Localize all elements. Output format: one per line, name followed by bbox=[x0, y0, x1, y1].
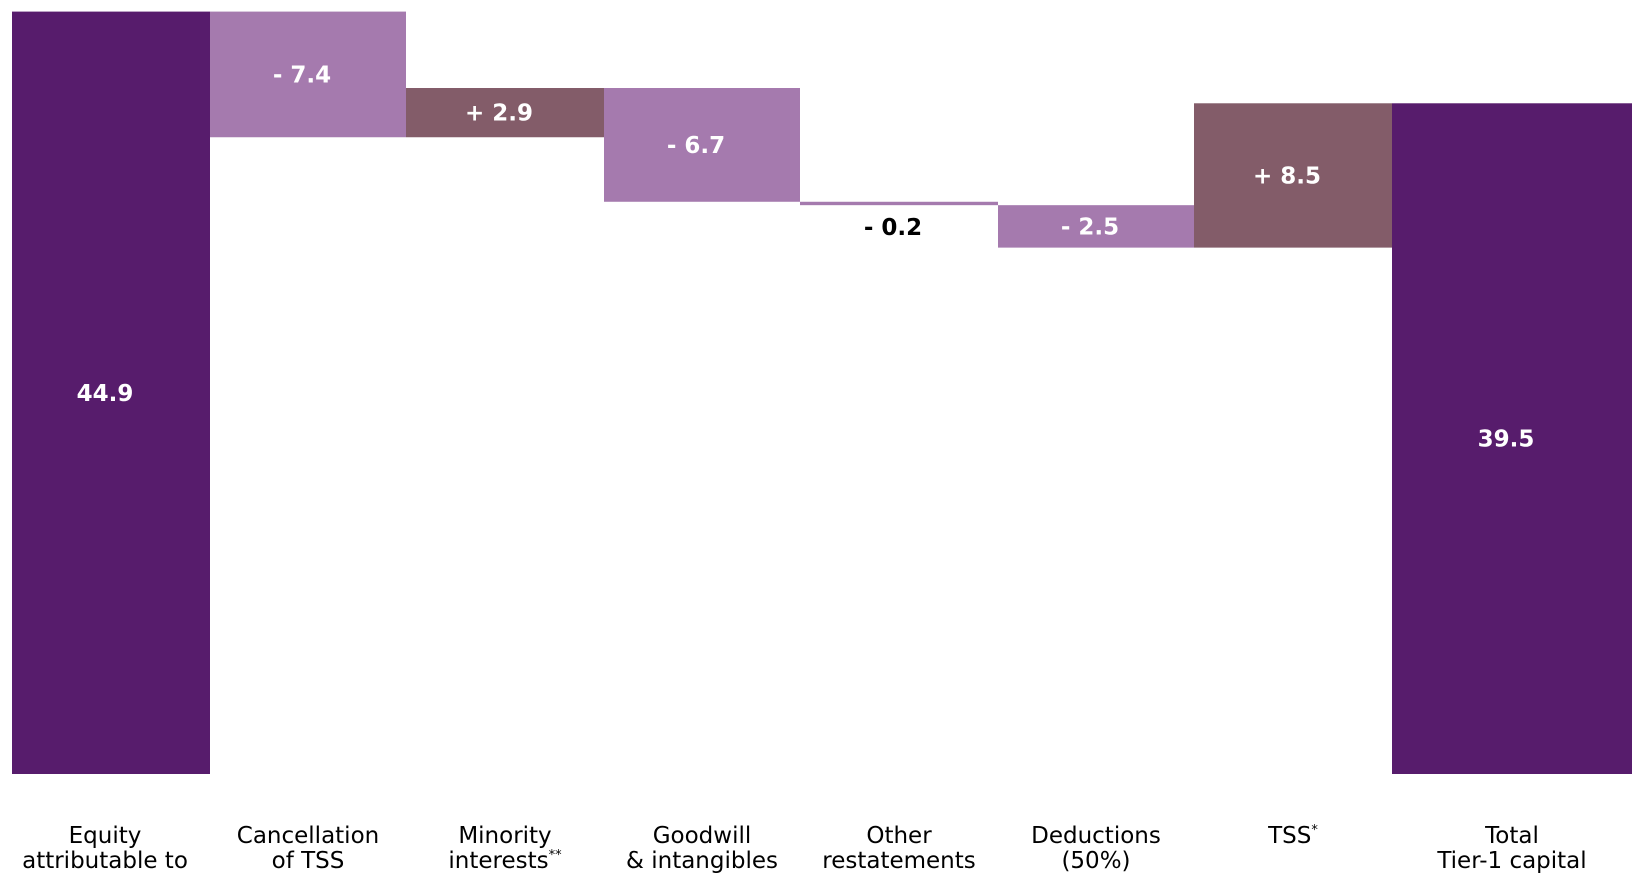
value-label-0: 44.9 bbox=[77, 381, 134, 407]
bar-5 bbox=[998, 205, 1194, 248]
category-label-4: Other restatements bbox=[799, 824, 999, 874]
category-line2: Tier-1 capital bbox=[1437, 848, 1587, 874]
category-footnote-mark: * bbox=[1311, 823, 1318, 838]
category-label-5: Deductions (50%) bbox=[996, 824, 1196, 874]
category-line1: Total bbox=[1485, 823, 1539, 849]
value-label-7: 39.5 bbox=[1478, 427, 1535, 453]
value-label-6: + 8.5 bbox=[1253, 163, 1321, 189]
category-label-6: TSS* bbox=[1193, 824, 1393, 849]
category-label-2: Minority interests** bbox=[405, 824, 605, 874]
bars-layer bbox=[12, 11, 1632, 775]
value-label-1: - 7.4 bbox=[273, 62, 331, 88]
category-line2: attributable to bbox=[22, 848, 188, 874]
category-label-0: Equity attributable to bbox=[2, 824, 208, 874]
value-label-2: + 2.9 bbox=[465, 101, 533, 127]
value-label-3: - 6.7 bbox=[667, 133, 725, 159]
category-line1: Minority bbox=[458, 823, 552, 849]
category-footnote-mark: ** bbox=[548, 848, 562, 863]
category-line1: Equity bbox=[68, 823, 142, 849]
bar-3 bbox=[604, 88, 800, 202]
category-line2: of TSS bbox=[271, 848, 345, 874]
bar-0 bbox=[12, 11, 210, 774]
value-labels-layer: 44.9 - 7.4 + 2.9 - 6.7 - 0.2 - 2.5 + 8.5 39.5 bbox=[77, 62, 1535, 452]
category-line1: Deductions bbox=[1031, 823, 1161, 849]
value-label-5: - 2.5 bbox=[1061, 214, 1119, 240]
category-line2: interests bbox=[448, 848, 549, 874]
category-line1: Other bbox=[866, 823, 932, 849]
category-label-3: Goodwill & intangibles bbox=[602, 824, 802, 874]
category-line1: TSS bbox=[1268, 823, 1312, 849]
bar-2 bbox=[406, 88, 604, 138]
value-label-4: - 0.2 bbox=[864, 215, 922, 241]
category-line2: (50%) bbox=[1061, 848, 1131, 874]
bar-4 bbox=[800, 201, 998, 206]
category-line1: Cancellation bbox=[236, 823, 380, 849]
category-line2: & intangibles bbox=[625, 848, 778, 874]
category-line1: Goodwill bbox=[652, 823, 752, 849]
category-line2: restatements bbox=[822, 848, 976, 874]
category-label-7: Total Tier-1 capital bbox=[1412, 824, 1612, 874]
bar-6 bbox=[1194, 103, 1392, 248]
bar-1 bbox=[210, 11, 406, 138]
category-label-1: Cancellation of TSS bbox=[208, 824, 408, 874]
bar-7 bbox=[1392, 103, 1632, 775]
